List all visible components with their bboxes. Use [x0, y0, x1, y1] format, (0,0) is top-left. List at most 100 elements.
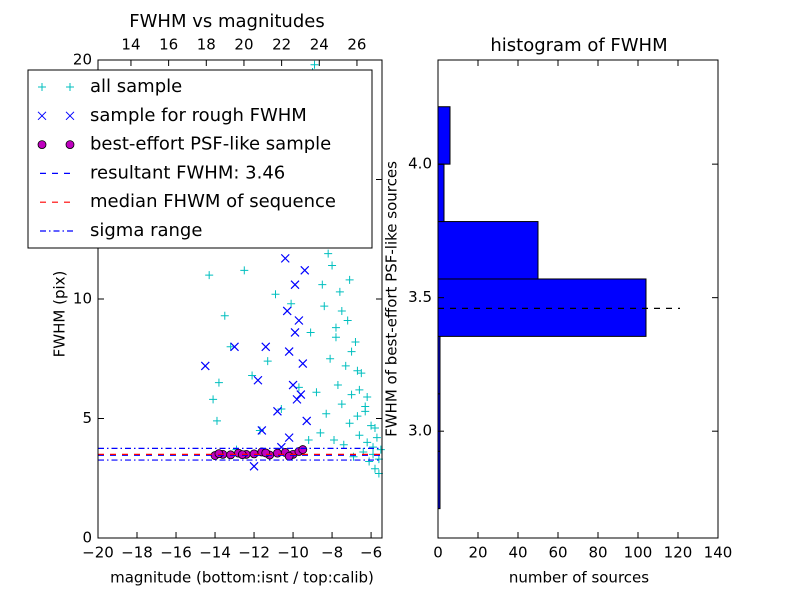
- point: [312, 388, 321, 397]
- point: [261, 342, 271, 352]
- x-tick-label: 0: [433, 544, 443, 562]
- point: [324, 249, 333, 258]
- point: [290, 280, 300, 290]
- legend-label: median FHWM of sequence: [90, 191, 336, 212]
- x-tick-label: 60: [548, 544, 567, 562]
- point: [331, 323, 340, 332]
- point: [284, 433, 294, 443]
- legend-box: [27, 69, 373, 249]
- point: [347, 347, 356, 356]
- bar: [437, 163, 445, 223]
- point: [322, 409, 331, 418]
- x-tick-label: 140: [704, 544, 733, 562]
- x-tick-label: −16: [160, 544, 192, 562]
- point: [343, 316, 352, 325]
- top-x-tick-label: 24: [310, 36, 329, 54]
- x-tick-label: 20: [468, 544, 487, 562]
- point: [292, 394, 302, 404]
- x-axis-label: magnitude (bottom:isnt / top:calib): [110, 569, 374, 587]
- legend-label: sample for rough FWHM: [90, 105, 307, 126]
- top-x-tick-label: 20: [234, 36, 253, 54]
- point: [273, 448, 282, 458]
- point: [355, 385, 364, 394]
- point: [271, 290, 280, 299]
- y-tick-label: 5: [82, 409, 92, 427]
- point: [341, 361, 350, 370]
- y-tick-label: 20: [73, 51, 92, 69]
- point: [328, 261, 337, 270]
- point: [363, 438, 372, 447]
- x-tick-label: 120: [664, 544, 693, 562]
- point: [253, 375, 263, 385]
- point: [330, 436, 339, 445]
- top-x-tick-label: 14: [121, 36, 140, 54]
- point: [320, 302, 329, 311]
- point: [298, 359, 308, 368]
- point: [209, 395, 218, 404]
- legend-marker: [37, 140, 47, 150]
- point: [304, 436, 313, 445]
- bar: [437, 221, 539, 280]
- legend-marker: [65, 140, 75, 150]
- y-tick-label: 4.0: [408, 155, 432, 173]
- legend-label: all sample: [90, 76, 182, 97]
- x-tick-label: −10: [277, 544, 309, 562]
- point: [351, 338, 360, 347]
- legend-label: resultant FWHM: 3.46: [90, 162, 285, 183]
- point: [290, 328, 300, 337]
- point: [353, 412, 362, 421]
- legend-marker: [38, 83, 46, 91]
- point: [365, 457, 374, 466]
- y-tick-label: 10: [73, 290, 92, 308]
- y-tick-label: 0: [82, 529, 92, 547]
- point: [361, 407, 370, 416]
- point: [353, 366, 362, 375]
- bar: [437, 278, 647, 337]
- point: [257, 426, 267, 435]
- point: [284, 347, 294, 357]
- x-tick-label: 100: [624, 544, 653, 562]
- x-tick-label: −20: [82, 544, 114, 562]
- x-tick-label: −6: [360, 544, 382, 562]
- point: [316, 428, 325, 437]
- point: [296, 390, 306, 400]
- title: histogram of FWHM: [490, 35, 667, 56]
- point: [273, 406, 282, 416]
- top-x-tick-label: 16: [159, 36, 178, 54]
- title: FWHM vs magnitudes: [129, 11, 324, 32]
- point: [230, 342, 239, 352]
- y-tick-label: 3.0: [408, 422, 432, 440]
- point: [263, 357, 272, 366]
- point: [345, 275, 354, 284]
- point: [370, 464, 379, 473]
- point: [355, 431, 364, 440]
- point: [240, 266, 249, 275]
- point: [335, 287, 344, 296]
- x-axis-label: number of sources: [509, 569, 649, 587]
- y-axis-label: FWHM (pix): [51, 271, 69, 358]
- point: [302, 416, 312, 426]
- point: [284, 451, 294, 461]
- point: [214, 378, 223, 387]
- point: [300, 265, 310, 275]
- bar: [437, 106, 451, 165]
- point: [363, 392, 372, 401]
- point: [339, 440, 348, 449]
- point: [345, 419, 354, 428]
- point: [294, 316, 304, 325]
- point: [287, 299, 296, 308]
- point: [337, 306, 346, 315]
- point: [376, 445, 385, 454]
- point: [298, 445, 308, 454]
- axes-frame: [437, 59, 719, 539]
- point: [288, 380, 298, 390]
- point: [212, 416, 221, 425]
- point: [318, 280, 327, 289]
- legend-label: best-effort PSF-like sample: [90, 134, 331, 155]
- point: [277, 404, 286, 413]
- point: [333, 381, 342, 390]
- point: [370, 424, 379, 433]
- point: [248, 371, 257, 380]
- point: [337, 400, 346, 409]
